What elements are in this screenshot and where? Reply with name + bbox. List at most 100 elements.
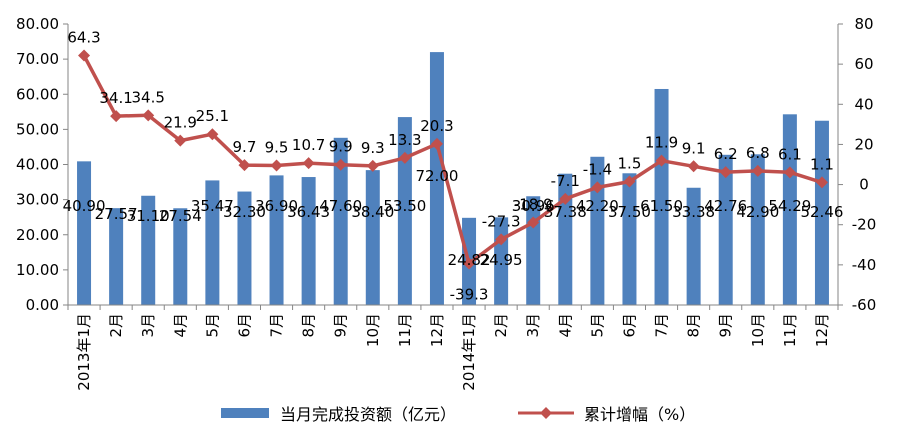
line-marker bbox=[687, 160, 700, 173]
bar bbox=[365, 170, 380, 305]
line-value-label: 13.3 bbox=[388, 131, 421, 149]
bar-value-label: 47.60 bbox=[319, 197, 362, 215]
line-marker bbox=[495, 233, 508, 246]
bar bbox=[301, 177, 316, 305]
bar-value-label: 33.38 bbox=[672, 203, 715, 221]
bar bbox=[141, 195, 156, 305]
line-marker bbox=[334, 158, 347, 171]
bar bbox=[590, 156, 605, 305]
y-right-tick-label: -40 bbox=[852, 256, 877, 274]
line-value-label: -1.4 bbox=[583, 160, 612, 178]
bar-value-label: 37.50 bbox=[608, 203, 651, 221]
y-left-tick-label: 50.00 bbox=[16, 120, 59, 138]
data-labels: 40.9027.5731.1027.5435.4732.3036.9036.43… bbox=[63, 29, 844, 304]
line-value-label: 11.9 bbox=[645, 134, 678, 152]
bar-value-label: 54.29 bbox=[768, 197, 811, 215]
bar bbox=[718, 154, 733, 305]
x-tick-label: 6月 bbox=[620, 313, 638, 338]
line-value-label: -39.3 bbox=[450, 285, 489, 303]
y-right-tick-label: 0 bbox=[859, 176, 869, 194]
legend-label-bar: 当月完成投资额（亿元） bbox=[280, 405, 456, 424]
y-right-tick-label: -20 bbox=[852, 216, 877, 234]
line-value-label: 34.1 bbox=[99, 89, 132, 107]
line-marker bbox=[206, 128, 219, 141]
line-marker bbox=[398, 151, 411, 164]
x-tick-label: 5月 bbox=[203, 313, 221, 338]
bar-value-label: 36.43 bbox=[287, 203, 330, 221]
line-marker bbox=[463, 257, 476, 270]
bar-value-label: 52.46 bbox=[800, 203, 843, 221]
line-marker bbox=[302, 157, 315, 170]
bar-value-label: 31.10 bbox=[127, 207, 170, 225]
line-marker bbox=[270, 159, 283, 172]
bar bbox=[686, 187, 701, 305]
x-tick-label: 9月 bbox=[332, 313, 350, 338]
bar-value-label: 42.20 bbox=[576, 197, 619, 215]
y-left-tick-label: 0.00 bbox=[26, 296, 59, 314]
line-value-label: -7.1 bbox=[551, 172, 580, 190]
x-tick-label: 3月 bbox=[139, 313, 157, 338]
y-left-tick-label: 80.00 bbox=[16, 15, 59, 33]
y-left-tick-label: 30.00 bbox=[16, 191, 59, 209]
bar-value-label: 27.54 bbox=[159, 207, 202, 225]
bar-value-label: 38.40 bbox=[351, 203, 394, 221]
x-tick-label: 7月 bbox=[268, 313, 286, 338]
bar bbox=[173, 208, 188, 305]
line-series bbox=[78, 49, 828, 270]
line-marker bbox=[623, 175, 636, 188]
x-tick-label: 5月 bbox=[588, 313, 606, 338]
line-value-label: 9.3 bbox=[361, 139, 385, 157]
x-tick-label: 12月 bbox=[813, 313, 831, 347]
line-marker bbox=[174, 134, 187, 147]
bar bbox=[205, 180, 220, 305]
x-tick-label: 2014年1月 bbox=[460, 313, 478, 391]
y-left-tick-label: 20.00 bbox=[16, 226, 59, 244]
legend-label-line: 累计增幅（%） bbox=[584, 405, 695, 424]
legend: 当月完成投资额（亿元） 累计增幅（%） bbox=[221, 405, 695, 424]
bar-value-label: 53.50 bbox=[383, 197, 426, 215]
line-value-label: 21.9 bbox=[164, 114, 197, 132]
y-right-tick-label: 80 bbox=[854, 15, 873, 33]
bar-value-label: 37.38 bbox=[544, 203, 587, 221]
line-marker bbox=[78, 49, 91, 62]
y-right-tick-label: 40 bbox=[854, 95, 873, 113]
line-value-label: -18.9 bbox=[514, 196, 553, 214]
line-value-label: 1.1 bbox=[810, 155, 834, 173]
line-marker bbox=[655, 154, 668, 167]
legend-swatch-bar bbox=[221, 408, 269, 418]
bar bbox=[622, 173, 637, 305]
bar bbox=[77, 161, 92, 305]
line-value-label: 20.3 bbox=[420, 117, 453, 135]
bar bbox=[269, 175, 284, 305]
bar bbox=[814, 120, 829, 305]
line-value-label: 9.5 bbox=[265, 139, 289, 157]
bar-value-label: 40.90 bbox=[63, 197, 106, 215]
line-marker bbox=[238, 159, 251, 172]
x-tick-label: 2月 bbox=[492, 313, 510, 338]
bar bbox=[397, 117, 412, 305]
x-tick-label: 7月 bbox=[653, 313, 671, 338]
line-marker bbox=[815, 176, 828, 189]
bar bbox=[237, 191, 252, 305]
y-left-tick-label: 70.00 bbox=[16, 50, 59, 68]
x-tick-label: 4月 bbox=[556, 313, 574, 338]
bar-value-label: 27.57 bbox=[95, 205, 138, 223]
x-tick-label: 8月 bbox=[685, 313, 703, 338]
line-value-label: 6.8 bbox=[746, 144, 770, 162]
line-marker bbox=[430, 137, 443, 150]
line-value-label: 6.1 bbox=[778, 145, 802, 163]
legend-swatch-marker bbox=[540, 407, 552, 419]
x-tick-label: 6月 bbox=[235, 313, 253, 338]
y-right-tick-label: 60 bbox=[854, 55, 873, 73]
y-right-tick-label: 20 bbox=[854, 135, 873, 153]
bar bbox=[429, 52, 444, 305]
x-tick-label: 11月 bbox=[781, 313, 799, 347]
line-value-label: 9.9 bbox=[329, 138, 353, 156]
line-marker bbox=[591, 181, 604, 194]
x-tick-label: 3月 bbox=[524, 313, 542, 338]
bar-value-label: 61.50 bbox=[640, 197, 683, 215]
line-value-label: 34.5 bbox=[132, 88, 165, 106]
y-left-tick-label: 10.00 bbox=[16, 261, 59, 279]
bar-value-label: 32.30 bbox=[223, 203, 266, 221]
